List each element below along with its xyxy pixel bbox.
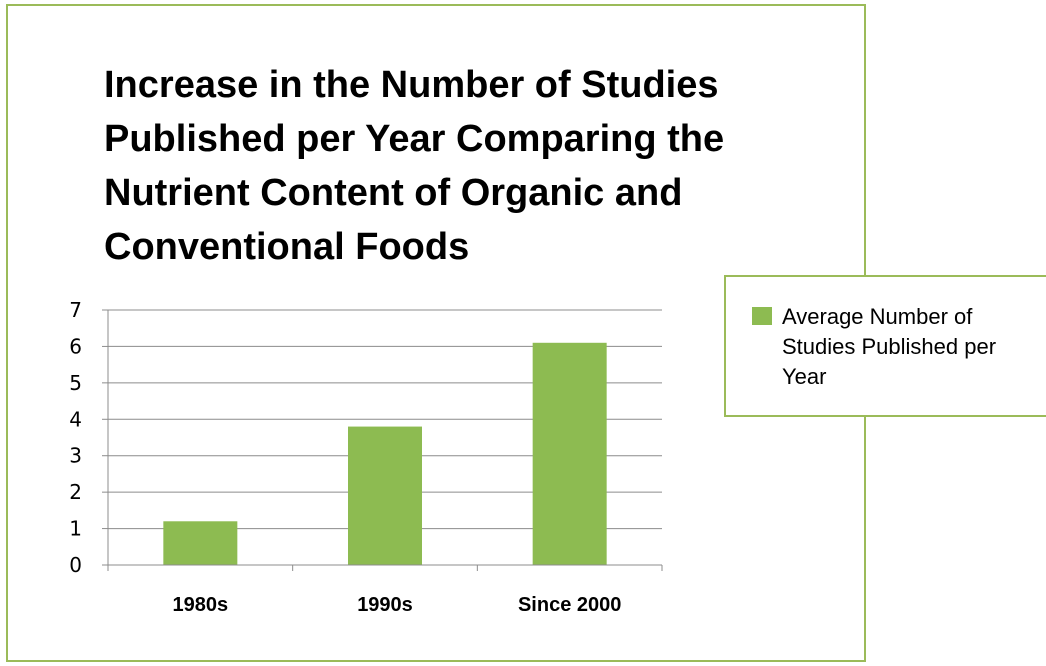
- y-tick-label: 0: [69, 553, 82, 577]
- y-tick-label: 2: [69, 480, 82, 504]
- y-tick-label: 1: [69, 517, 82, 541]
- x-category-label: 1980s: [173, 594, 229, 616]
- bar-1980s: [163, 521, 238, 565]
- x-category-label: 1990s: [357, 594, 413, 616]
- y-tick-label: 6: [69, 334, 82, 358]
- legend-label: Average Number of Studies Published per …: [782, 304, 997, 389]
- y-tick-label: 7: [69, 298, 82, 322]
- legend: [724, 275, 1046, 417]
- y-tick-label: 5: [69, 371, 82, 395]
- bars: [163, 342, 607, 565]
- bar-since-2000: [532, 342, 607, 565]
- axes: [102, 309, 663, 571]
- x-category-label: Since 2000: [518, 594, 621, 616]
- chart-title: Increase in the Number of Studies Publis…: [104, 64, 725, 268]
- legend-swatch: [752, 307, 772, 325]
- bar-1990s: [348, 426, 422, 565]
- y-tick-label: 4: [69, 407, 82, 431]
- y-tick-label: 3: [69, 444, 82, 468]
- axis-labels: 0 1 2 3 4 5 6 7 1980s 1990s Since 2000: [69, 298, 621, 616]
- chart-frame: [6, 4, 866, 662]
